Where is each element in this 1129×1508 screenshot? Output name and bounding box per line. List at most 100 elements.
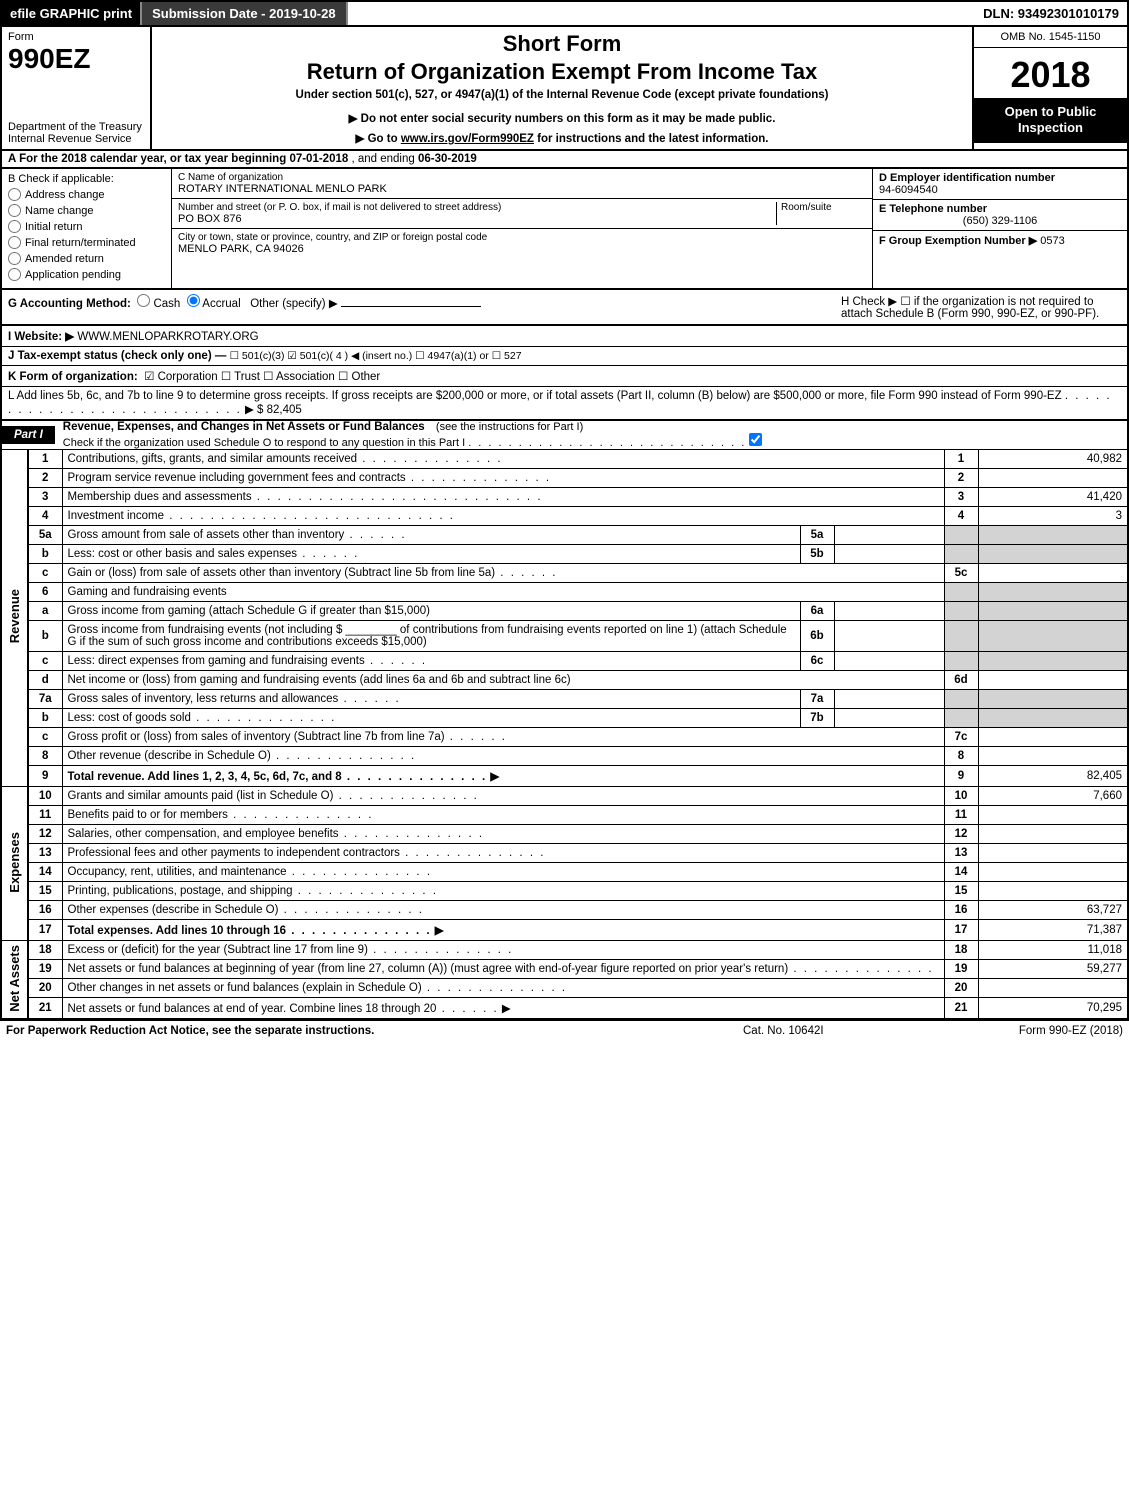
dots	[287, 866, 432, 878]
line-j-opts: ☐ 501(c)(3) ☑ 501(c)( 4 ) ◀ (insert no.)…	[230, 350, 522, 362]
mini6b: 6b	[800, 621, 834, 652]
inspection-label: Open to Public Inspection	[974, 98, 1127, 143]
radio-final-return[interactable]	[8, 236, 21, 249]
amt20	[978, 979, 1128, 998]
n7a: 7a	[28, 690, 62, 709]
shade7b-amt	[978, 709, 1128, 728]
n6d: d	[28, 671, 62, 690]
chk-address-change[interactable]: Address change	[8, 188, 165, 201]
shade7a	[944, 690, 978, 709]
org-name-value: ROTARY INTERNATIONAL MENLO PARK	[178, 183, 866, 195]
department-label: Department of the Treasury Internal Reve…	[8, 121, 142, 145]
ln8: 8	[944, 747, 978, 766]
header-right: OMB No. 1545-1150 2018 Open to Public In…	[972, 27, 1127, 149]
row-a-pre: A For the 2018 calendar year, or tax yea…	[8, 153, 289, 165]
efile-print-label[interactable]: efile GRAPHIC print	[2, 2, 140, 25]
radio-cash[interactable]	[137, 294, 150, 307]
amt18: 11,018	[978, 941, 1128, 960]
ln13: 13	[944, 844, 978, 863]
top-bar: efile GRAPHIC print Submission Date - 20…	[0, 0, 1129, 27]
n7b: b	[28, 709, 62, 728]
d17-text: Total expenses. Add lines 10 through 16	[68, 925, 287, 937]
chk-initial-return[interactable]: Initial return	[8, 220, 165, 233]
minival6a	[834, 602, 944, 621]
d7c: Gross profit or (loss) from sales of inv…	[62, 728, 944, 747]
d3: Membership dues and assessments	[62, 488, 944, 507]
n3: 3	[28, 488, 62, 507]
part1-tag: Part I	[2, 426, 55, 444]
dots	[436, 1003, 498, 1015]
n6: 6	[28, 583, 62, 602]
chk-application-pending[interactable]: Application pending	[8, 268, 165, 281]
n8: 8	[28, 747, 62, 766]
part1-check-text: Check if the organization used Schedule …	[63, 437, 465, 449]
radio-initial-return[interactable]	[8, 220, 21, 233]
line-l-arrow: ▶ $	[245, 404, 263, 416]
line-i: I Website: ▶ WWW.MENLOPARKROTARY.ORG	[0, 326, 1129, 347]
dots	[293, 885, 438, 897]
lbl-address-change: Address change	[25, 189, 105, 201]
section-b: B Check if applicable: Address change Na…	[2, 169, 172, 288]
n6b: b	[28, 621, 62, 652]
org-city-row: City or town, state or province, country…	[172, 229, 872, 258]
ssn-note: ▶ Do not enter social security numbers o…	[158, 111, 966, 125]
chk-final-return[interactable]: Final return/terminated	[8, 236, 165, 249]
d7a-text: Gross sales of inventory, less returns a…	[68, 693, 339, 705]
part1-check-line: Check if the organization used Schedule …	[55, 437, 763, 449]
section-b-title: B Check if applicable:	[8, 173, 165, 185]
n6c: c	[28, 652, 62, 671]
d1: Contributions, gifts, grants, and simila…	[62, 450, 944, 469]
n17: 17	[28, 920, 62, 941]
d5a-text: Gross amount from sale of assets other t…	[68, 529, 345, 541]
row-a-end: 06-30-2019	[418, 153, 477, 165]
d6: Gaming and fundraising events	[62, 583, 944, 602]
lbl-initial-return: Initial return	[25, 221, 82, 233]
d6c: Less: direct expenses from gaming and fu…	[62, 652, 800, 671]
d11-text: Benefits paid to or for members	[68, 809, 228, 821]
group-label: F Group Exemption Number ▶	[879, 235, 1037, 247]
radio-accrual[interactable]	[187, 294, 200, 307]
minival6b	[834, 621, 944, 652]
n4: 4	[28, 507, 62, 526]
radio-name-change[interactable]	[8, 204, 21, 217]
n11: 11	[28, 806, 62, 825]
line-l-text: L Add lines 5b, 6c, and 7b to line 9 to …	[8, 390, 1062, 402]
d16: Other expenses (describe in Schedule O)	[62, 901, 944, 920]
d8-text: Other revenue (describe in Schedule O)	[68, 750, 271, 762]
amt14	[978, 863, 1128, 882]
chk-amended-return[interactable]: Amended return	[8, 252, 165, 265]
part1-header: Part I Revenue, Expenses, and Changes in…	[0, 421, 1129, 449]
row-a-begin: 07-01-2018	[289, 153, 348, 165]
submission-date: Submission Date - 2019-10-28	[140, 2, 348, 25]
radio-address-change[interactable]	[8, 188, 21, 201]
n21: 21	[28, 998, 62, 1020]
d1-text: Contributions, gifts, grants, and simila…	[68, 453, 358, 465]
shade6c	[944, 652, 978, 671]
amt1: 40,982	[978, 450, 1128, 469]
chk-name-change[interactable]: Name change	[8, 204, 165, 217]
part1-title: Revenue, Expenses, and Changes in Net As…	[55, 421, 425, 433]
part1-checkbox[interactable]	[749, 433, 762, 446]
d3-text: Membership dues and assessments	[68, 491, 252, 503]
d2: Program service revenue including govern…	[62, 469, 944, 488]
lbl-final-return: Final return/terminated	[25, 237, 136, 249]
amt4: 3	[978, 507, 1128, 526]
other-input-line[interactable]	[341, 306, 481, 307]
irs-link[interactable]: www.irs.gov/Form990EZ	[401, 133, 534, 145]
d5b: Less: cost or other basis and sales expe…	[62, 545, 800, 564]
n18: 18	[28, 941, 62, 960]
n20: 20	[28, 979, 62, 998]
dots	[468, 437, 746, 449]
radio-amended-return[interactable]	[8, 252, 21, 265]
d6b: Gross income from fundraising events (no…	[62, 621, 800, 652]
radio-application-pending[interactable]	[8, 268, 21, 281]
d7a: Gross sales of inventory, less returns a…	[62, 690, 800, 709]
line-g: G Accounting Method: Cash Accrual Other …	[8, 294, 841, 320]
tax-year: 2018	[974, 48, 1127, 98]
line-g-label: G Accounting Method:	[8, 298, 131, 310]
line-j-label: J Tax-exempt status (check only one) —	[8, 350, 226, 362]
org-name-label: C Name of organization	[178, 172, 866, 183]
shade5b	[944, 545, 978, 564]
website-value: WWW.MENLOPARKROTARY.ORG	[77, 331, 258, 343]
dots	[191, 712, 336, 724]
